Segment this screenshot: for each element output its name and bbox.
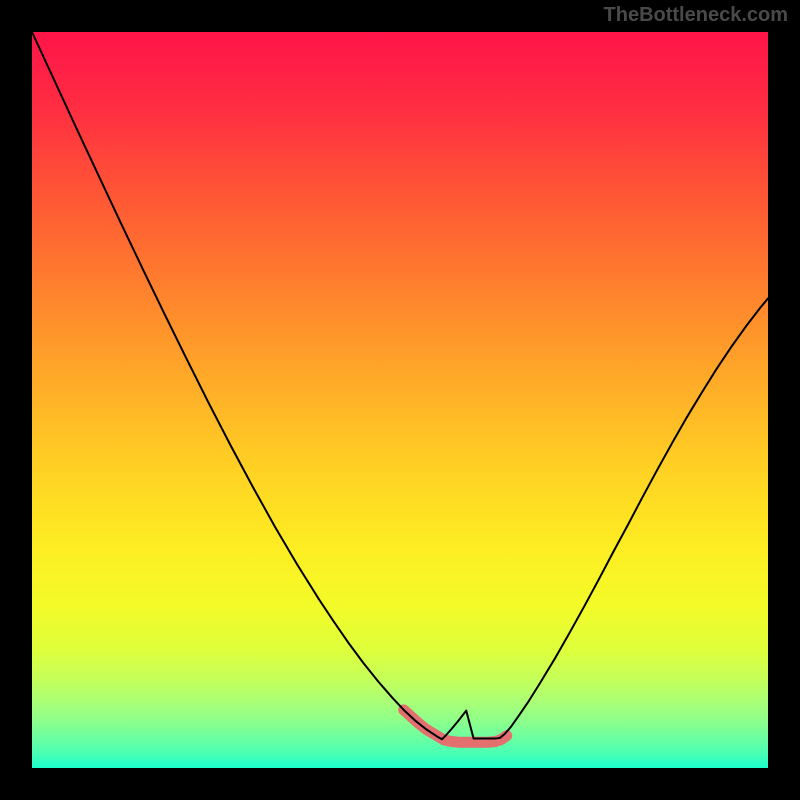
bottleneck-chart [0,0,800,800]
plot-background [32,32,768,768]
watermark-text: TheBottleneck.com [604,4,788,27]
chart-container: TheBottleneck.com [0,0,800,800]
